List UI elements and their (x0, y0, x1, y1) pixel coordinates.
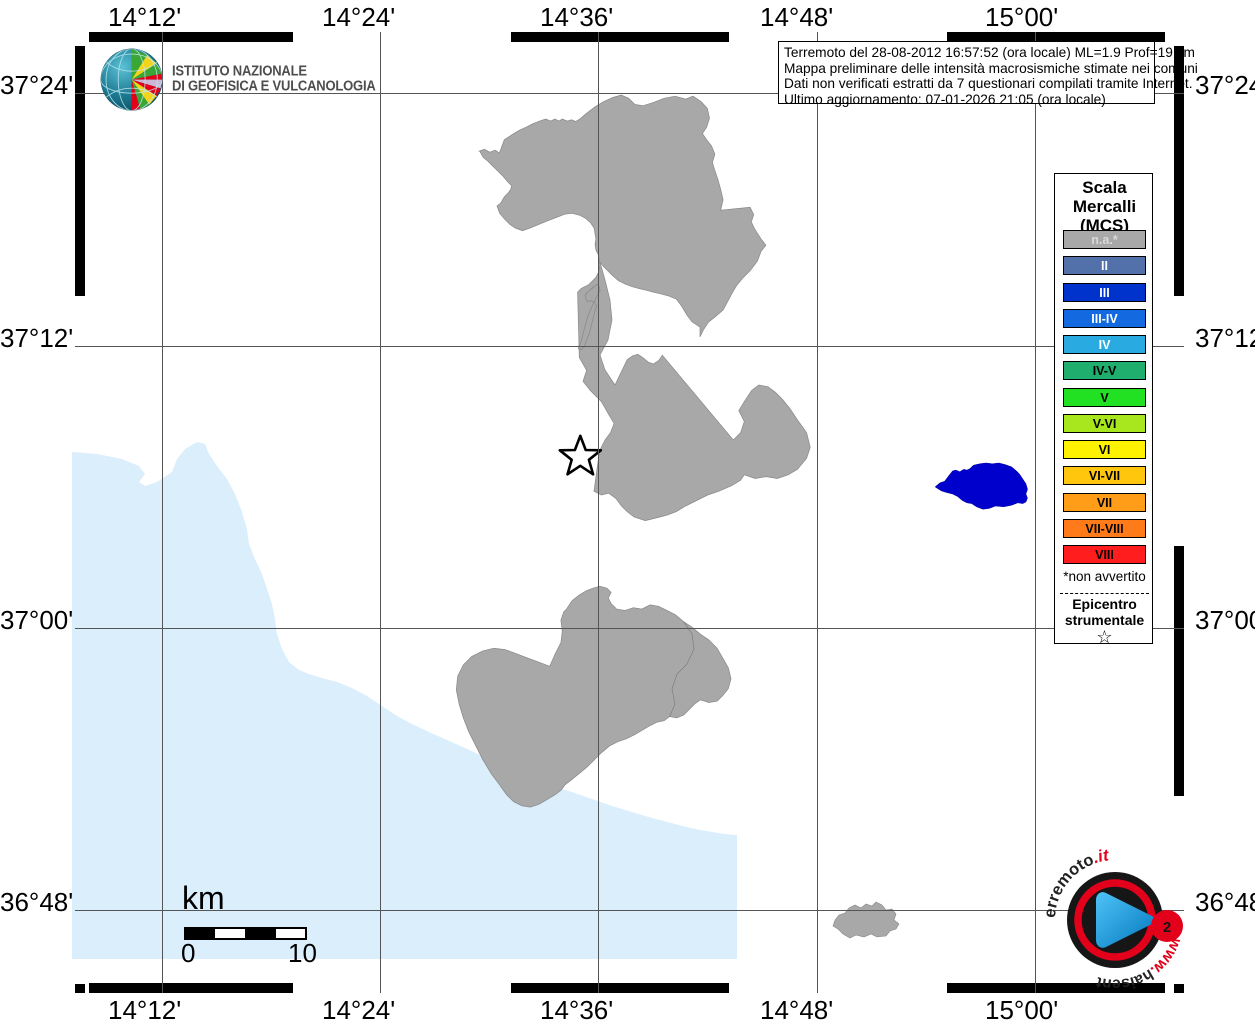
svg-text:2: 2 (1163, 919, 1171, 936)
